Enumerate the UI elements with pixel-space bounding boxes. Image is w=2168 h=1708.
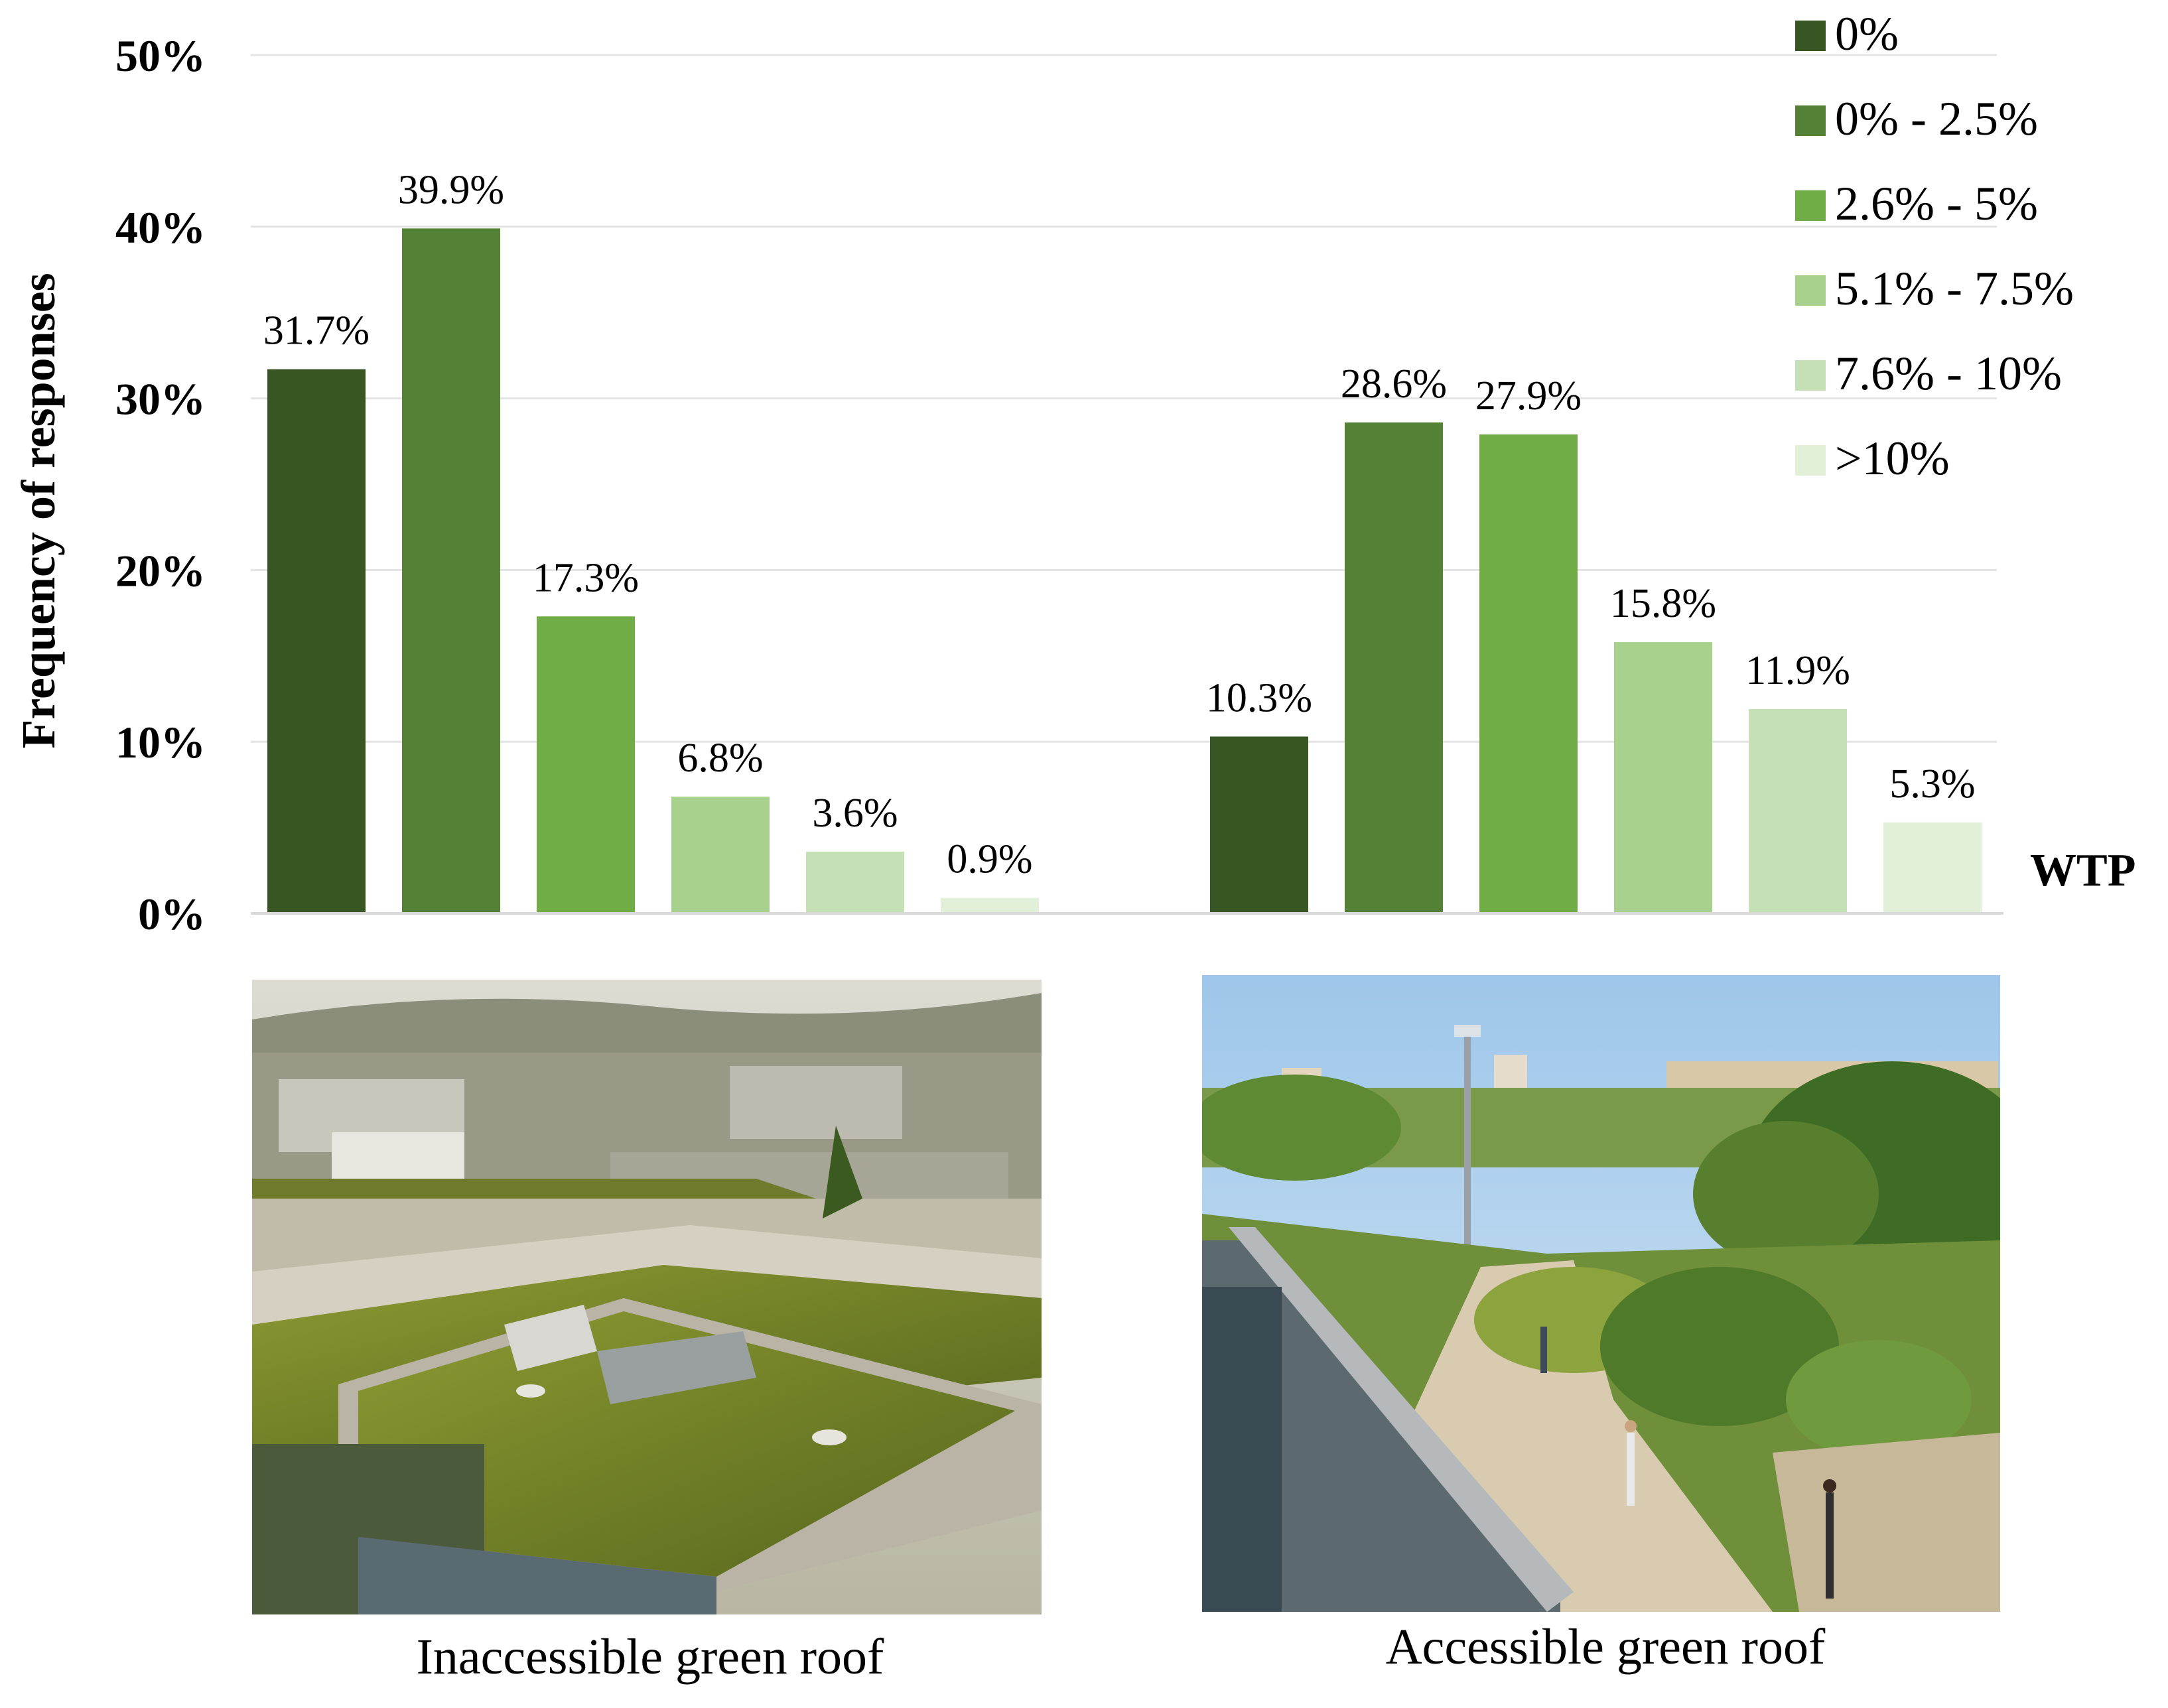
bar-value-label: 31.7%: [263, 308, 370, 354]
legend-swatch: [1795, 360, 1826, 391]
y-tick-label: 10%: [115, 717, 206, 767]
bar-value-label: 0.9%: [947, 837, 1032, 882]
legend-label: 0% - 2.5%: [1835, 92, 2038, 145]
legend: 0% 0% - 2.5% 2.6% - 5% 5.1% - 7.5% 7.6% - 10…: [1795, 7, 2074, 485]
bar-value-label: 11.9%: [1745, 648, 1850, 693]
legend-swatch: [1795, 190, 1826, 221]
bar: [941, 897, 1039, 913]
bar-value-label: 15.8%: [1610, 581, 1716, 626]
bar: [1479, 434, 1578, 913]
bar-value-label: 5.3%: [1889, 761, 1975, 807]
bars: [267, 228, 1982, 914]
bar-value-label: 39.9%: [398, 167, 504, 212]
bar: [402, 228, 500, 914]
legend-label: 2.6% - 5%: [1835, 177, 2038, 230]
y-axis-ticks: 0% 10% 20% 30% 40% 50%: [115, 31, 206, 939]
y-tick-label: 0%: [138, 889, 206, 939]
bar-value-label: 28.6%: [1341, 361, 1447, 407]
legend-label: 7.6% - 10%: [1835, 347, 2062, 400]
bar: [1210, 736, 1308, 913]
bar: [1614, 642, 1712, 913]
bar: [267, 369, 366, 913]
bar-value-label: 27.9%: [1475, 373, 1582, 419]
y-tick-label: 30%: [115, 374, 206, 425]
bar: [1345, 422, 1443, 913]
legend-label: >10%: [1835, 432, 1950, 485]
x-axis-label: WTP: [2030, 845, 2135, 896]
wtp-bar-chart: 0% 10% 20% 30% 40% 50% Frequency of responses…: [12, 7, 2135, 939]
bar-value-label: 6.8%: [677, 736, 763, 781]
legend-swatch: [1795, 275, 1826, 306]
legend-swatch: [1795, 105, 1826, 136]
bar: [1749, 709, 1847, 913]
inaccessible-green-roof-photo: [252, 980, 1042, 1614]
y-tick-label: 20%: [115, 545, 206, 596]
bar: [671, 797, 770, 913]
legend-label: 5.1% - 7.5%: [1835, 262, 2074, 315]
bar-value-label: 10.3%: [1206, 675, 1312, 720]
caption-accessible: Accessible green roof: [1385, 1619, 1826, 1675]
y-tick-label: 40%: [115, 202, 206, 253]
bar-value-label: 3.6%: [812, 791, 898, 836]
bar-value-label: 17.3%: [533, 555, 639, 600]
gridlines: [251, 54, 1997, 743]
bar: [537, 616, 635, 913]
accessible-green-roof-photo: [1202, 975, 2000, 1612]
bar-value-labels: 31.7% 39.9% 17.3% 6.8% 3.6% 0.9% 10.3% 28.6% 27.…: [263, 167, 1976, 882]
y-tick-label: 50%: [115, 31, 206, 81]
caption-inaccessible: Inaccessible green roof: [416, 1629, 884, 1685]
bar: [806, 851, 904, 913]
legend-swatch: [1795, 445, 1826, 476]
bar: [1883, 822, 1982, 913]
y-axis-label: Frequency of responses: [12, 273, 65, 748]
legend-swatch: [1795, 21, 1826, 51]
legend-label: 0%: [1835, 7, 1899, 60]
